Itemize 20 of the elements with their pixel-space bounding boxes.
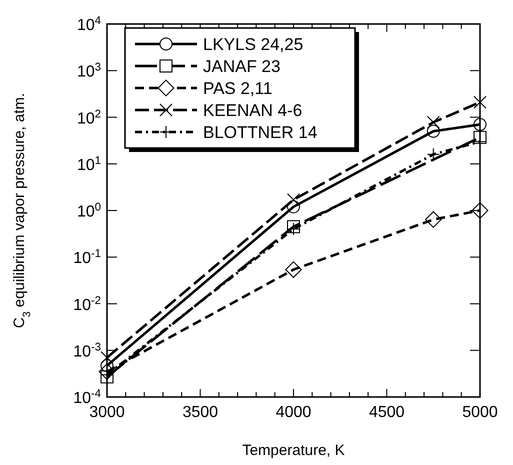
legend-label: KEENAN 4-6 — [203, 101, 302, 120]
y-tick-label: 10$^{4}$ — [76, 15, 101, 34]
x-axis-title: Temperature, K — [242, 442, 345, 459]
y-tick-label: 10$^{1}$ — [76, 154, 101, 174]
legend-label: LKYLS 24,25 — [203, 35, 304, 54]
y-tick-label: 10$^{-3}$ — [73, 341, 101, 360]
y-tick-label: 10$^{-4}$ — [73, 388, 101, 407]
x-tick-label: 4500 — [368, 404, 405, 421]
x-tick-label: 4000 — [276, 404, 312, 421]
x-tick-label: 3000 — [89, 404, 125, 421]
y-tick-label: 10$^{0}$ — [76, 202, 101, 220]
legend-label: JANAF 23 — [203, 57, 280, 76]
x-tick-label: 3500 — [182, 404, 218, 421]
y-tick-label: 10$^{2}$ — [76, 108, 101, 128]
y-tick-label: 10$^{-2}$ — [73, 294, 101, 314]
legend-label: BLOTTNER 14 — [203, 123, 318, 142]
y-tick-label: 10$^{3}$ — [76, 62, 101, 81]
legend-label: PAS 2,11 — [203, 79, 272, 98]
x-tick-label: 5000 — [462, 404, 498, 421]
y-tick-label: 10$^{-1}$ — [73, 248, 101, 268]
